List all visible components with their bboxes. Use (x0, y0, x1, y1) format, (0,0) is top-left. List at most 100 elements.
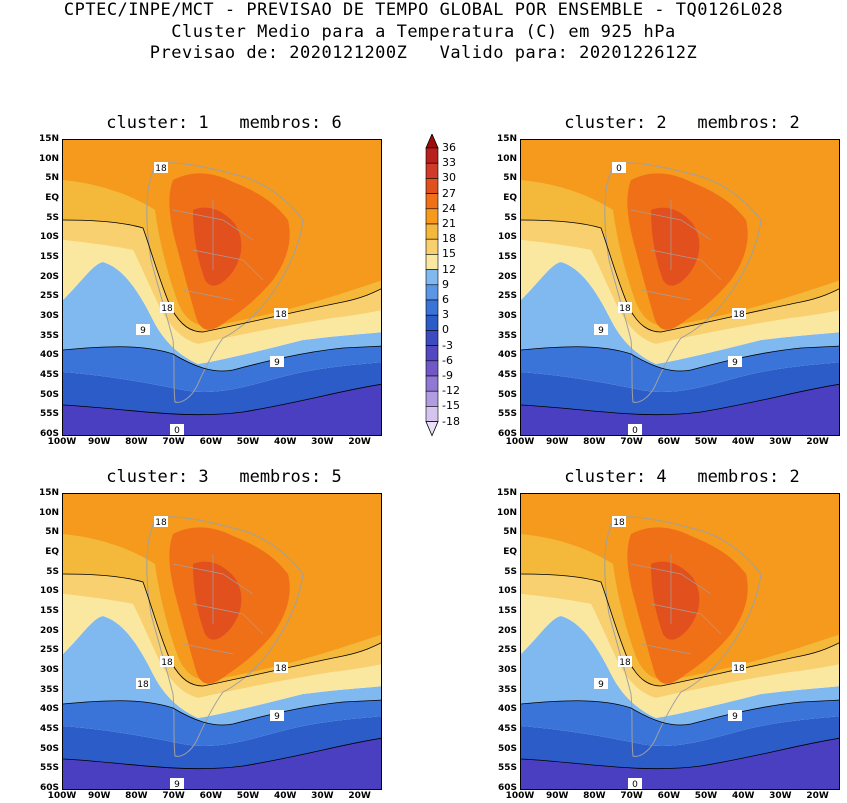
contour-label: 9 (270, 356, 284, 368)
colorbar-top-arrow (425, 134, 439, 149)
country-borders (172, 200, 264, 301)
country-borders (172, 554, 264, 655)
longitude-tick-label: 80W (583, 791, 606, 801)
latitude-tick-label: 5N (503, 527, 517, 538)
temperature-band (521, 616, 839, 725)
colorbar-label: 3 (442, 308, 449, 322)
latitude-tick-label: 5S (46, 212, 59, 223)
latitude-tick-label: 55S (39, 763, 59, 774)
latitude-tick-label: 55S (497, 409, 517, 420)
latitude-tick-label: 20S (39, 625, 59, 636)
colorbar-label: 9 (442, 277, 449, 291)
panel-title: cluster: 1 membros: 6 (106, 113, 342, 133)
latitude-tick-label: 30S (39, 311, 59, 321)
svg-text:18: 18 (619, 658, 631, 668)
latitude-tick-label: EQ (503, 547, 517, 557)
longitude-tick-label: 70W (620, 791, 643, 801)
temperature-band (521, 716, 839, 769)
latitude-tick-label: 25S (39, 291, 59, 302)
latitude-tick-label: 50S (39, 743, 59, 754)
longitude-tick-label: 20W (806, 791, 829, 801)
contour-label: 9 (270, 710, 284, 722)
country-borders (630, 554, 722, 655)
svg-text:9: 9 (732, 358, 738, 368)
contour-label: 18 (612, 516, 626, 528)
latitude-tick-label: 35S (39, 330, 59, 341)
latitude-tick-label: 45S (39, 370, 59, 380)
latitude-tick-label: 60S (497, 429, 517, 439)
latitude-tick-label: 25S (497, 645, 517, 656)
contour-label: 18 (274, 662, 288, 674)
colorbar-label: 0 (442, 323, 449, 337)
contour-label: 18 (136, 678, 150, 690)
longitude-tick-label: 40W (273, 437, 297, 447)
coastline (604, 516, 762, 757)
latitude-tick-label: 20S (39, 271, 59, 282)
temperature-band (521, 574, 839, 698)
longitude-tick-label: 50W (694, 791, 718, 801)
colorbar-label: -6 (442, 353, 453, 367)
temperature-band (521, 262, 839, 371)
longitude-tick-label: 80W (125, 437, 148, 447)
latitude-tick-label: 40S (497, 350, 517, 361)
colorbar-swatch (425, 178, 439, 194)
temperature-band (63, 262, 381, 371)
svg-text:0: 0 (632, 780, 638, 790)
header-line-2: Cluster Medio para a Temperatura (C) em … (171, 22, 676, 42)
latitude-tick-label: 15N (496, 134, 517, 144)
svg-text:18: 18 (155, 164, 167, 174)
contour-label: 9 (594, 678, 608, 690)
temperature-band (521, 384, 839, 435)
colorbar-label: 36 (442, 141, 456, 154)
temperature-band (63, 220, 381, 344)
latitude-tick-label: 40S (39, 350, 59, 361)
latitude-tick-label: 10N (496, 153, 517, 164)
temperature-band (521, 240, 839, 364)
panel-title: cluster: 4 membros: 2 (564, 467, 800, 487)
svg-text:9: 9 (174, 780, 180, 790)
temperature-band (63, 700, 381, 746)
latitude-tick-label: 5S (46, 566, 59, 577)
latitude-tick-label: 15N (38, 488, 59, 498)
latitude-tick-label: 10S (39, 586, 59, 597)
colorbar-swatch (425, 223, 439, 240)
colorbar-swatch (425, 238, 439, 255)
colorbar-swatch (425, 406, 439, 422)
colorbar-label: 21 (442, 217, 456, 230)
longitude-tick-label: 80W (583, 437, 606, 447)
colorbar-swatch (425, 299, 439, 316)
longitude-tick-label: 100W (505, 791, 535, 801)
colorbar-swatch (425, 330, 439, 346)
temperature-map: 18 18 18 9 9 0 (62, 139, 382, 436)
svg-text:9: 9 (140, 326, 146, 336)
latitude-tick-label: 15S (39, 252, 59, 262)
longitude-tick-label: 90W (545, 791, 569, 801)
latitude-tick-label: 15N (38, 134, 59, 144)
colorbar-swatch (425, 193, 439, 210)
svg-text:9: 9 (274, 358, 280, 368)
colorbar-label: 27 (442, 186, 456, 200)
svg-text:0: 0 (174, 426, 180, 436)
colorbar-swatch (425, 162, 439, 179)
colorbar-label: -3 (442, 338, 453, 352)
latitude-tick-label: 20S (497, 625, 517, 636)
longitude-tick-label: 40W (273, 791, 297, 801)
latitude-tick-label: 15N (496, 488, 517, 498)
svg-text:0: 0 (632, 426, 638, 436)
latitude-tick-label: 10S (39, 232, 59, 243)
contour-line (63, 383, 381, 416)
latitude-tick-label: 55S (497, 763, 517, 774)
temperature-band (521, 594, 839, 718)
colorbar-label: 18 (442, 232, 456, 246)
longitude-tick-label: 70W (162, 437, 185, 447)
longitude-tick-label: 30W (311, 791, 334, 801)
longitude-tick-label: 20W (348, 791, 371, 801)
svg-text:18: 18 (155, 518, 167, 528)
latitude-tick-label: EQ (45, 547, 59, 557)
temperature-band (63, 594, 381, 718)
latitude-tick-label: 5S (504, 566, 517, 577)
colorbar-swatch (425, 360, 439, 377)
contour-line (521, 573, 839, 687)
temperature-field-svg: 18 18 18 9 9 0 (63, 140, 381, 436)
svg-text:18: 18 (619, 304, 631, 314)
